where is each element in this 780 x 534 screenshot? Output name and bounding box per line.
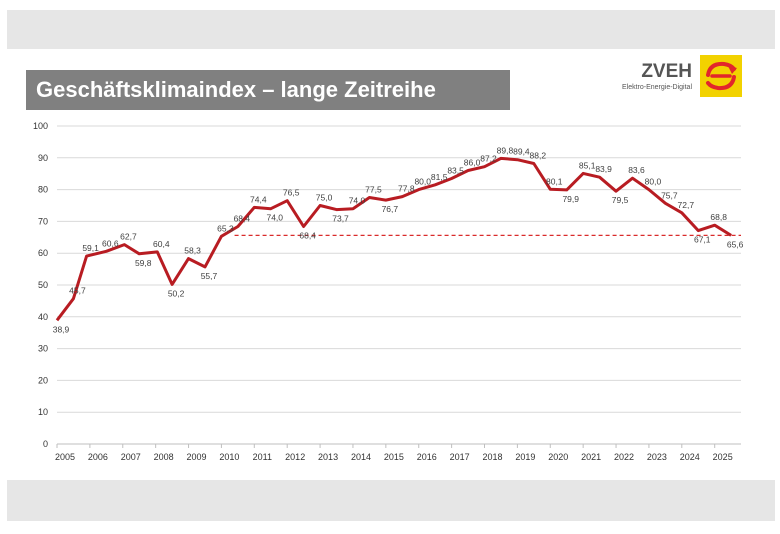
data-label: 74,0 <box>266 213 283 223</box>
x-tick-label: 2019 <box>515 452 535 462</box>
data-label: 88,2 <box>530 151 547 161</box>
data-label: 38,9 <box>53 324 70 334</box>
y-tick-label: 0 <box>43 439 48 449</box>
grid-lines <box>57 125 741 413</box>
data-label: 68,4 <box>234 213 251 223</box>
data-label: 68,4 <box>299 230 316 240</box>
data-label: 62,7 <box>120 232 137 242</box>
x-tick-label: 2017 <box>450 452 470 462</box>
x-tick-label: 2010 <box>219 452 239 462</box>
data-label: 75,0 <box>316 193 333 203</box>
data-label: 86,0 <box>464 158 481 168</box>
data-label: 65,6 <box>727 239 744 249</box>
y-tick-label: 70 <box>38 216 48 226</box>
data-label: 83,5 <box>447 165 464 175</box>
data-labels: 38,9 45,7 59,1 60,662,7 59,860,4 50,2 58,3 55,7… <box>53 145 744 334</box>
data-label: 83,6 <box>628 165 645 175</box>
data-label: 80,0 <box>645 177 662 187</box>
data-label: 76,5 <box>283 188 300 198</box>
data-label: 85,1 <box>579 160 596 170</box>
data-label: 55,7 <box>201 271 218 281</box>
y-tick-label: 40 <box>38 312 48 322</box>
page-title: Geschäftsklimaindex – lange Zeitreihe <box>26 70 510 110</box>
x-tick-label: 2005 <box>55 452 75 462</box>
x-tick-label: 2006 <box>88 452 108 462</box>
x-tick-label: 2011 <box>253 452 272 462</box>
series-line <box>55 156 732 322</box>
data-label: 89,8 <box>497 145 514 155</box>
zveh-logo: ZVEH Elektro-Energie-Digital <box>610 55 772 97</box>
data-label: 59,1 <box>82 243 99 253</box>
data-label: 83,9 <box>595 164 612 174</box>
x-tick-label: 2020 <box>548 452 568 462</box>
data-label: 60,4 <box>153 239 170 249</box>
x-tick-label: 2025 <box>713 452 733 462</box>
data-label: 73,7 <box>332 214 349 224</box>
x-tick-label: 2015 <box>384 452 404 462</box>
data-label: 65,3 <box>217 223 234 233</box>
logo-name: ZVEH <box>641 61 692 82</box>
data-label: 74,4 <box>250 194 267 204</box>
data-label: 68,8 <box>710 212 727 222</box>
y-tick-label: 60 <box>38 248 48 258</box>
data-label: 80,0 <box>414 177 431 187</box>
x-tick-label: 2009 <box>187 452 207 462</box>
data-label: 60,6 <box>102 238 119 248</box>
x-tick-label: 2022 <box>614 452 634 462</box>
y-tick-label: 90 <box>38 153 48 163</box>
y-tick-label: 30 <box>38 344 48 354</box>
x-tick-label: 2014 <box>351 452 371 462</box>
logo-mark-icon <box>700 55 742 97</box>
data-label: 74,0 <box>349 196 366 206</box>
x-tick-label: 2018 <box>482 452 502 462</box>
x-tick-label: 2013 <box>318 452 338 462</box>
x-tick-label: 2008 <box>154 452 174 462</box>
x-tick-label: 2024 <box>680 452 700 462</box>
data-label: 76,7 <box>382 204 399 214</box>
x-tick-label: 2021 <box>581 452 601 462</box>
data-label: 67,1 <box>694 235 711 245</box>
data-label: 75,7 <box>661 190 678 200</box>
x-tick-label: 2012 <box>285 452 305 462</box>
y-tick-label: 20 <box>38 375 48 385</box>
data-label: 79,9 <box>562 194 579 204</box>
data-label: 81,5 <box>431 172 448 182</box>
y-tick-label: 80 <box>38 185 48 195</box>
y-axis-ticks: 0 10 20 30 40 50 60 70 80 90 100 <box>33 121 48 449</box>
data-label: 72,7 <box>678 200 695 210</box>
x-axis-ticks: 2005 2006 2007 2008 2009 2010 2011 2012 2013 2014… <box>55 444 733 462</box>
x-tick-label: 2023 <box>647 452 667 462</box>
data-label: 80,1 <box>546 176 563 186</box>
top-band <box>7 10 775 49</box>
y-tick-label: 10 <box>38 407 48 417</box>
data-label: 45,7 <box>69 286 86 296</box>
data-label: 77,8 <box>398 184 415 194</box>
y-tick-label: 100 <box>33 121 48 131</box>
x-tick-label: 2007 <box>121 452 141 462</box>
data-label: 79,5 <box>612 195 629 205</box>
y-tick-label: 50 <box>38 280 48 290</box>
x-tick-label: 2016 <box>417 452 437 462</box>
data-label: 77,5 <box>365 185 382 195</box>
data-label: 87,2 <box>480 154 497 164</box>
logo-tagline: Elektro-Energie-Digital <box>621 84 692 91</box>
bottom-band <box>7 480 775 521</box>
data-label: 89,4 <box>513 147 530 157</box>
data-label: 58,3 <box>184 246 201 256</box>
data-label: 59,8 <box>135 258 152 268</box>
data-label: 50,2 <box>168 288 185 298</box>
